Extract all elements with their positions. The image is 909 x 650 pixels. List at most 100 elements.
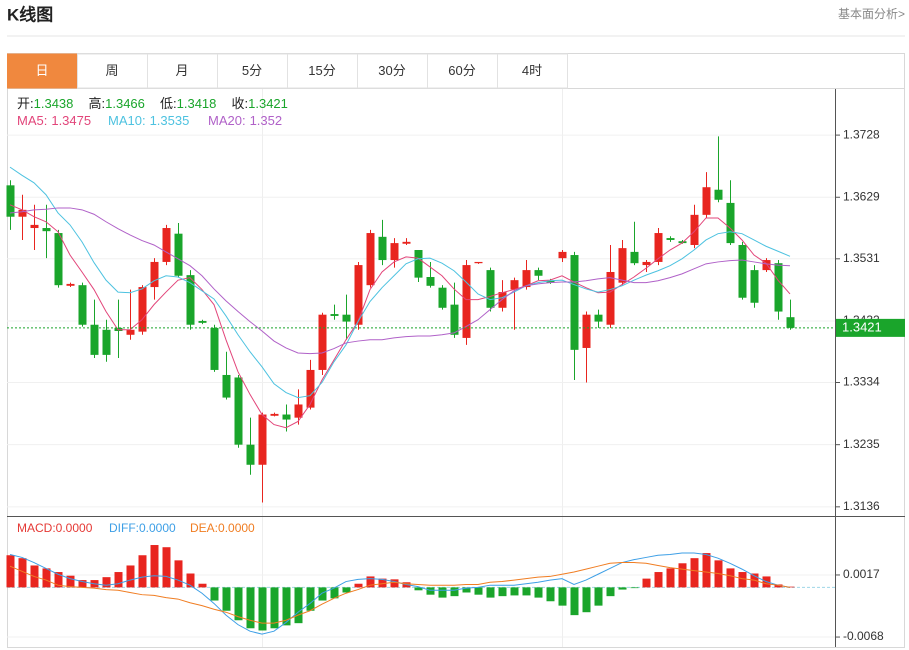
candle-body xyxy=(306,369,315,408)
macd-bar xyxy=(558,587,567,606)
tab-label[interactable]: 5分 xyxy=(242,63,262,78)
ma-value: 1.3535 xyxy=(150,113,190,128)
candle-body xyxy=(246,444,255,465)
candle-body xyxy=(546,280,555,283)
candle-body xyxy=(66,283,75,286)
ma-line xyxy=(9,166,791,399)
ma-label: MA10: xyxy=(108,113,146,128)
macd-bar xyxy=(102,577,111,588)
macd-bar xyxy=(234,587,243,621)
macd-bar xyxy=(486,587,495,598)
y-tick-label: 1.3629 xyxy=(843,189,880,203)
tab-label[interactable]: 周 xyxy=(105,63,118,78)
candle-body xyxy=(570,255,579,350)
tab-label[interactable]: 日 xyxy=(35,63,48,78)
candle-body xyxy=(126,329,135,335)
macd-bar xyxy=(654,572,663,588)
tab[interactable] xyxy=(217,53,288,89)
candle-body xyxy=(750,270,759,303)
macd-bar xyxy=(450,587,459,597)
candle-body xyxy=(54,233,63,286)
macd-line xyxy=(9,552,791,635)
macd-info-value: 0.0000 xyxy=(56,521,93,535)
macd-bar xyxy=(606,587,615,597)
tab-label[interactable]: 15分 xyxy=(308,63,335,78)
macd-bar xyxy=(114,572,123,588)
macd-bar xyxy=(474,587,483,595)
macd-info: DEA:0.0000 xyxy=(190,521,255,535)
ma-value: 1.352 xyxy=(250,113,283,128)
candle-body xyxy=(726,202,735,244)
macd-bar xyxy=(438,587,447,598)
candle-body xyxy=(558,251,567,259)
macd-bar xyxy=(222,587,231,611)
tab[interactable] xyxy=(7,53,78,89)
tab-label[interactable]: 60分 xyxy=(448,63,475,78)
candle-body xyxy=(390,243,399,261)
candle-body xyxy=(690,214,699,245)
candle-body xyxy=(606,271,615,325)
ohlc-label: 高: xyxy=(89,96,106,111)
macd-bar xyxy=(174,560,183,588)
candle-body xyxy=(198,320,207,323)
macd-bar xyxy=(162,547,171,588)
candle-body xyxy=(330,314,339,316)
macd-bar xyxy=(342,587,351,593)
macd-bar xyxy=(18,558,27,588)
macd-bar xyxy=(330,587,339,599)
ma-info: MA5: 1.3475 xyxy=(17,113,91,128)
macd-bar xyxy=(678,563,687,588)
macd-bar xyxy=(630,587,639,589)
macd-bar xyxy=(282,587,291,626)
ohlc-info: 收:1.3421 xyxy=(232,96,288,111)
ma-info: MA20: 1.352 xyxy=(208,113,282,128)
candle-body xyxy=(582,314,591,348)
tab[interactable] xyxy=(287,53,358,89)
candle-body xyxy=(474,261,483,264)
macd-info: DIFF:0.0000 xyxy=(109,521,176,535)
ohlc-info: 低:1.3418 xyxy=(160,96,216,111)
tab[interactable] xyxy=(357,53,428,89)
macd-bar xyxy=(570,587,579,616)
ma-label: MA20: xyxy=(208,113,246,128)
candle-body xyxy=(162,228,171,262)
macd-info-value: 0.0000 xyxy=(218,521,255,535)
candle-body xyxy=(150,261,159,288)
candle-body xyxy=(102,329,111,355)
tab-label[interactable]: 30分 xyxy=(378,63,405,78)
tab-label[interactable]: 4时 xyxy=(522,63,542,78)
candle-body xyxy=(618,248,627,283)
y-tick-label: -0.0068 xyxy=(843,629,884,643)
macd-bar xyxy=(546,587,555,602)
ohlc-value: 1.3466 xyxy=(105,96,145,111)
macd-bar xyxy=(198,583,207,588)
candle-body xyxy=(30,224,39,229)
macd-bar xyxy=(150,545,159,588)
candle-body xyxy=(594,314,603,322)
candle-body xyxy=(378,236,387,261)
ohlc-label: 开: xyxy=(17,96,34,111)
ohlc-label: 收: xyxy=(232,96,249,111)
candle-body xyxy=(642,261,651,266)
macd-bar xyxy=(522,587,531,596)
tab[interactable] xyxy=(147,53,218,89)
tab-label[interactable]: 月 xyxy=(175,63,188,78)
candle-body xyxy=(270,413,279,416)
y-tick-label: 1.3728 xyxy=(843,127,880,141)
macd-bar xyxy=(138,555,147,588)
analysis-link[interactable]: 基本面分析> xyxy=(838,7,905,21)
candle-body xyxy=(6,185,15,217)
y-tick-label: 1.3136 xyxy=(843,499,880,513)
tab[interactable] xyxy=(497,53,568,89)
macd-info: MACD:0.0000 xyxy=(17,521,93,535)
tab[interactable] xyxy=(427,53,498,89)
macd-bar xyxy=(318,587,327,601)
candle-body xyxy=(78,285,87,325)
candle-body xyxy=(282,414,291,420)
macd-bar xyxy=(186,573,195,588)
macd-bar xyxy=(726,568,735,588)
macd-bar xyxy=(378,578,387,588)
candle-body xyxy=(522,270,531,288)
